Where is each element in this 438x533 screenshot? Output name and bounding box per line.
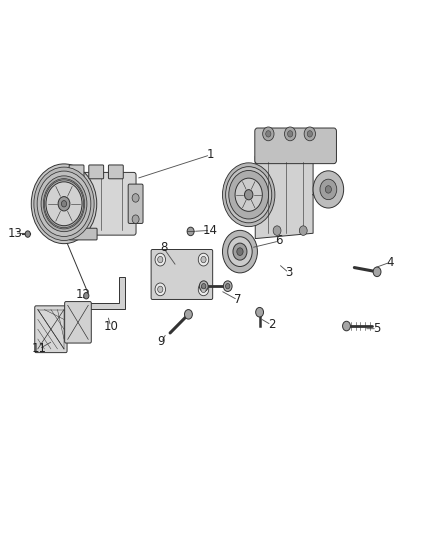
Circle shape <box>201 286 206 293</box>
Circle shape <box>244 190 253 200</box>
FancyBboxPatch shape <box>69 228 97 240</box>
Circle shape <box>31 164 97 244</box>
Text: 6: 6 <box>276 235 283 247</box>
FancyBboxPatch shape <box>35 306 67 353</box>
Text: 11: 11 <box>32 342 46 356</box>
Circle shape <box>201 284 206 289</box>
Text: 2: 2 <box>268 319 275 332</box>
Circle shape <box>228 237 252 266</box>
Circle shape <box>226 284 230 289</box>
Circle shape <box>237 248 243 255</box>
FancyBboxPatch shape <box>89 165 104 179</box>
Polygon shape <box>255 156 313 239</box>
Polygon shape <box>88 277 125 309</box>
FancyBboxPatch shape <box>69 165 84 179</box>
Circle shape <box>132 215 139 223</box>
Circle shape <box>299 226 307 236</box>
Circle shape <box>285 127 296 141</box>
Circle shape <box>223 230 258 273</box>
Circle shape <box>158 256 163 263</box>
FancyBboxPatch shape <box>255 128 336 164</box>
Circle shape <box>58 197 70 211</box>
Circle shape <box>373 267 381 277</box>
Circle shape <box>343 321 350 331</box>
Circle shape <box>187 227 194 236</box>
Text: 3: 3 <box>285 266 293 279</box>
Circle shape <box>235 178 262 211</box>
Circle shape <box>273 226 281 236</box>
Circle shape <box>25 231 30 237</box>
Circle shape <box>263 127 274 141</box>
FancyBboxPatch shape <box>64 172 136 235</box>
Circle shape <box>304 127 315 141</box>
FancyBboxPatch shape <box>151 249 213 300</box>
Circle shape <box>201 256 206 263</box>
Text: 8: 8 <box>160 241 167 254</box>
Circle shape <box>34 167 94 240</box>
Text: 13: 13 <box>7 227 22 239</box>
Circle shape <box>132 193 139 202</box>
Text: 10: 10 <box>103 320 118 333</box>
Circle shape <box>307 131 312 137</box>
Circle shape <box>223 281 232 292</box>
Circle shape <box>288 131 293 137</box>
Circle shape <box>199 281 208 292</box>
Text: 1: 1 <box>207 148 214 161</box>
FancyBboxPatch shape <box>65 302 91 343</box>
Circle shape <box>313 171 344 208</box>
Circle shape <box>226 167 272 223</box>
Circle shape <box>84 293 89 299</box>
FancyBboxPatch shape <box>109 165 123 179</box>
Circle shape <box>198 283 209 296</box>
Circle shape <box>266 131 271 137</box>
Circle shape <box>229 171 268 219</box>
Circle shape <box>158 286 163 293</box>
Circle shape <box>325 185 332 193</box>
Circle shape <box>198 253 209 266</box>
Circle shape <box>61 200 67 207</box>
Circle shape <box>233 243 247 260</box>
Circle shape <box>155 253 166 266</box>
Circle shape <box>37 171 91 237</box>
Text: 14: 14 <box>203 224 218 237</box>
Circle shape <box>223 163 275 227</box>
FancyBboxPatch shape <box>128 184 143 223</box>
Text: 5: 5 <box>373 322 381 335</box>
Text: 9: 9 <box>158 335 165 349</box>
Circle shape <box>46 182 82 225</box>
Text: 7: 7 <box>234 294 241 306</box>
Text: 12: 12 <box>75 288 90 301</box>
Circle shape <box>256 308 264 317</box>
Circle shape <box>155 283 166 296</box>
Text: 4: 4 <box>386 256 394 269</box>
Circle shape <box>41 176 87 232</box>
Circle shape <box>320 179 337 200</box>
Circle shape <box>184 310 192 319</box>
